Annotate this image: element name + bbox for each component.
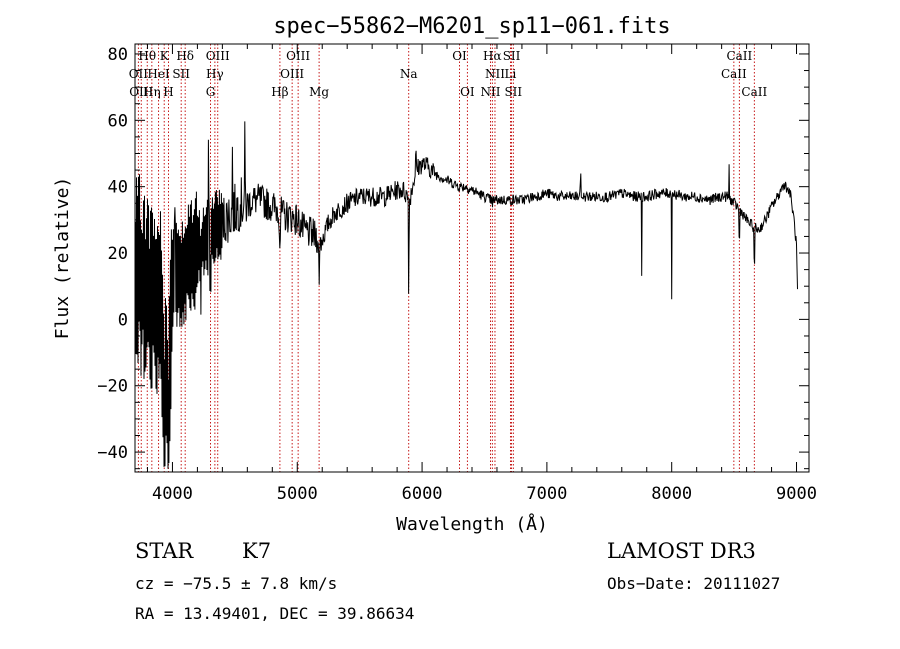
line-label: SII: [503, 49, 521, 63]
spectrum-line: [134, 121, 798, 469]
y-tick-label: 60: [108, 111, 128, 131]
emission-line-markers: [137, 44, 755, 472]
line-label: SII: [172, 67, 190, 81]
line-label: Hδ: [176, 49, 194, 63]
y-tick-label: −20: [97, 377, 128, 397]
line-label: CaII: [721, 67, 747, 81]
line-label: SII: [504, 85, 522, 99]
line-label: K: [160, 49, 170, 63]
object-class: STAR: [135, 539, 194, 563]
line-label: CaII: [741, 85, 767, 99]
object-subclass: K7: [242, 539, 272, 563]
line-label: CaII: [726, 49, 752, 63]
y-axis-ticks: −40 −20 0 20 40 60 80: [97, 45, 809, 470]
survey-name: LAMOST DR3: [607, 539, 756, 563]
line-label: Mg: [309, 85, 329, 99]
line-label: Na: [400, 67, 418, 81]
observation-date: Obs−Date: 20111027: [607, 574, 781, 593]
y-tick-label: 40: [108, 178, 128, 198]
line-label: OIII: [280, 67, 304, 81]
x-axis-ticks: 4000 5000 6000 7000 8000 9000: [146, 44, 817, 504]
line-label: OIII: [206, 49, 230, 63]
line-label: G: [206, 85, 216, 99]
x-tick-label: 6000: [402, 484, 443, 504]
redshift-value: cz = −75.5 ± 7.8 km/s: [135, 574, 338, 593]
y-tick-label: 0: [118, 310, 128, 330]
coordinates: RA = 13.49401, DEC = 39.86634: [135, 604, 415, 623]
line-label: OIII: [286, 49, 310, 63]
line-label: OI: [452, 49, 467, 63]
line-label: Li: [505, 67, 517, 81]
x-axis-label: Wavelength (Å): [396, 513, 548, 535]
line-label: NII: [485, 67, 505, 81]
line-label: Hα: [483, 49, 502, 63]
x-tick-label: 4000: [152, 484, 193, 504]
y-tick-label: −40: [97, 443, 128, 463]
line-label: OI: [460, 85, 475, 99]
y-axis-label: Flux (relative): [52, 177, 73, 340]
x-tick-label: 9000: [776, 484, 817, 504]
x-tick-label: 8000: [651, 484, 692, 504]
line-label: HeI: [147, 67, 170, 81]
line-label: Hθ: [138, 49, 156, 63]
line-label: Hγ: [206, 67, 224, 81]
x-tick-label: 7000: [526, 484, 567, 504]
line-label: NII: [480, 85, 500, 99]
line-label: H: [163, 85, 173, 99]
y-tick-label: 20: [108, 244, 128, 264]
x-tick-label: 5000: [277, 484, 318, 504]
line-label: Hβ: [271, 85, 288, 99]
line-label: OII: [129, 67, 149, 81]
chart-title: spec−55862−M6201_sp11−061.fits: [273, 14, 670, 39]
plot-frame: [134, 43, 810, 473]
line-label: Hη: [143, 85, 161, 99]
y-tick-label: 80: [108, 45, 128, 65]
